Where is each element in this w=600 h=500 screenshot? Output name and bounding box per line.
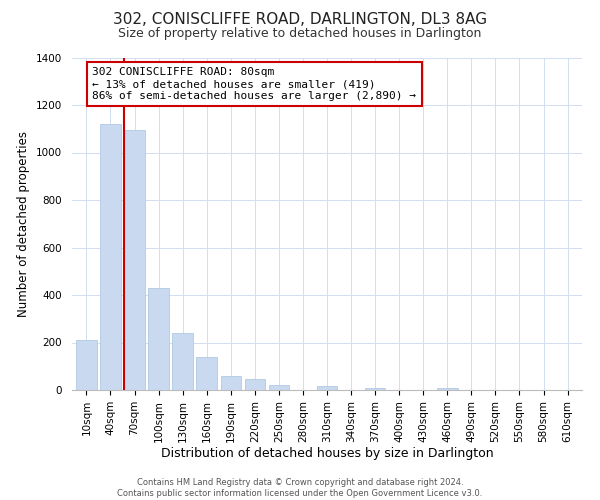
Text: 302, CONISCLIFFE ROAD, DARLINGTON, DL3 8AG: 302, CONISCLIFFE ROAD, DARLINGTON, DL3 8… (113, 12, 487, 28)
Text: 302 CONISCLIFFE ROAD: 80sqm
← 13% of detached houses are smaller (419)
86% of se: 302 CONISCLIFFE ROAD: 80sqm ← 13% of det… (92, 68, 416, 100)
Bar (148, 288, 169, 390)
Bar (317, 386, 337, 390)
Bar (221, 376, 241, 390)
Bar (124, 130, 145, 390)
Bar (437, 388, 458, 390)
Text: Size of property relative to detached houses in Darlington: Size of property relative to detached ho… (118, 28, 482, 40)
Text: Contains HM Land Registry data © Crown copyright and database right 2024.
Contai: Contains HM Land Registry data © Crown c… (118, 478, 482, 498)
Bar (269, 385, 289, 390)
X-axis label: Distribution of detached houses by size in Darlington: Distribution of detached houses by size … (161, 448, 493, 460)
Bar (172, 333, 193, 390)
Bar (245, 380, 265, 390)
Y-axis label: Number of detached properties: Number of detached properties (17, 130, 31, 317)
Bar (76, 340, 97, 390)
Bar (365, 388, 385, 390)
Bar (196, 357, 217, 390)
Bar (100, 124, 121, 390)
